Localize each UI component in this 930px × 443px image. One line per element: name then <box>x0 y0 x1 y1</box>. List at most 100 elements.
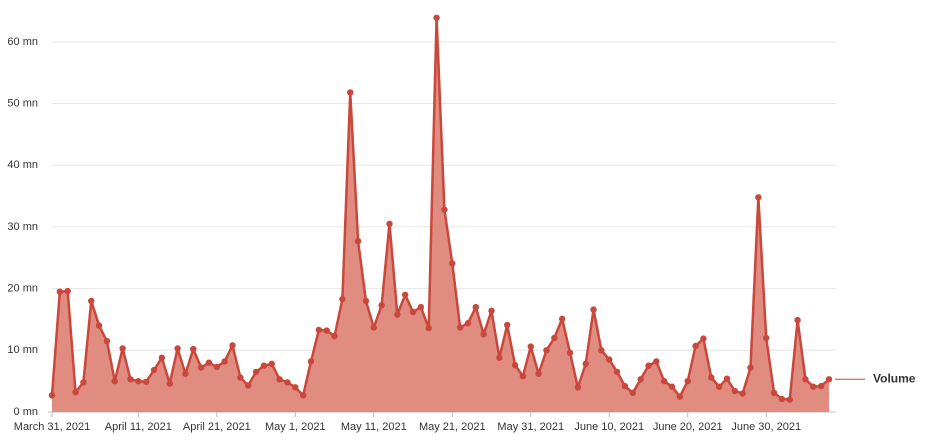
point <box>582 360 589 368</box>
point <box>770 389 778 397</box>
point <box>252 368 260 376</box>
point <box>205 359 213 366</box>
x-tick-label: May 31, 2021 <box>497 421 564 433</box>
x-tick-label: June 30, 2021 <box>731 421 801 433</box>
point <box>574 384 582 391</box>
point <box>739 390 746 397</box>
point <box>817 382 825 390</box>
point <box>441 206 448 213</box>
point <box>237 374 244 381</box>
point <box>347 89 354 96</box>
point <box>299 392 307 399</box>
point <box>182 370 189 377</box>
point <box>111 377 118 385</box>
point <box>339 295 346 303</box>
point <box>598 347 605 354</box>
y-tick-label: 30 mn <box>7 221 38 233</box>
x-tick-label: June 10, 2021 <box>574 421 644 433</box>
point <box>433 14 440 21</box>
point <box>221 358 228 365</box>
point <box>778 395 786 403</box>
point <box>527 343 534 350</box>
point <box>268 360 275 368</box>
point <box>197 364 205 371</box>
point <box>150 366 158 374</box>
point <box>590 306 597 313</box>
point <box>676 393 684 400</box>
point <box>331 332 338 340</box>
point <box>119 345 126 352</box>
point <box>543 347 550 354</box>
y-tick-label: 40 mn <box>7 159 38 171</box>
y-tick-label: 60 mn <box>7 36 38 48</box>
point <box>566 349 574 356</box>
point <box>700 335 707 342</box>
y-tick-label: 10 mn <box>7 344 38 356</box>
point <box>660 377 668 385</box>
y-tick-label: 0 mn <box>14 406 38 418</box>
point <box>715 383 723 390</box>
point <box>731 387 739 395</box>
point <box>229 342 236 349</box>
point <box>472 303 480 311</box>
point <box>551 334 558 342</box>
point <box>174 345 181 352</box>
point <box>103 337 111 345</box>
point <box>135 377 142 385</box>
point <box>613 368 621 376</box>
point <box>80 379 87 386</box>
point <box>64 287 71 295</box>
point <box>496 354 503 361</box>
point <box>456 324 464 331</box>
point <box>794 316 801 324</box>
point <box>284 379 291 386</box>
x-tick-label: May 1, 2021 <box>265 421 326 433</box>
point <box>315 326 323 334</box>
point <box>362 297 370 305</box>
x-tick-label: March 31, 2021 <box>14 421 90 433</box>
point <box>786 396 793 403</box>
point <box>245 382 252 389</box>
point <box>386 220 393 228</box>
x-tick-label: April 21, 2021 <box>183 421 251 433</box>
point <box>747 364 754 371</box>
point <box>692 342 699 350</box>
point <box>213 363 221 371</box>
point <box>449 260 456 267</box>
point <box>401 291 409 298</box>
point <box>88 297 95 305</box>
point <box>708 374 715 381</box>
point <box>142 378 150 385</box>
point <box>810 383 817 390</box>
point <box>323 327 330 334</box>
point <box>645 362 652 369</box>
x-tick-label: May 21, 2021 <box>419 421 486 433</box>
x-tick-label: April 11, 2021 <box>105 421 172 433</box>
y-tick-label: 50 mn <box>7 97 38 109</box>
point <box>409 308 417 316</box>
point <box>621 382 629 390</box>
line <box>50 16 830 401</box>
point <box>535 370 542 377</box>
point <box>755 194 762 201</box>
point <box>48 392 56 399</box>
point <box>166 380 173 387</box>
legend-label: Volume <box>873 371 916 385</box>
x-tick-label: June 20, 2021 <box>653 421 723 433</box>
point <box>127 376 134 383</box>
point <box>504 321 511 329</box>
point <box>464 319 472 327</box>
point <box>417 303 425 311</box>
point <box>763 334 770 342</box>
point <box>307 358 315 365</box>
y-tick-label: 20 mn <box>7 283 38 295</box>
point <box>480 331 487 338</box>
point <box>825 376 833 383</box>
point <box>637 376 644 383</box>
point <box>511 361 519 369</box>
point <box>629 389 636 397</box>
point <box>72 389 79 396</box>
point <box>519 373 527 380</box>
